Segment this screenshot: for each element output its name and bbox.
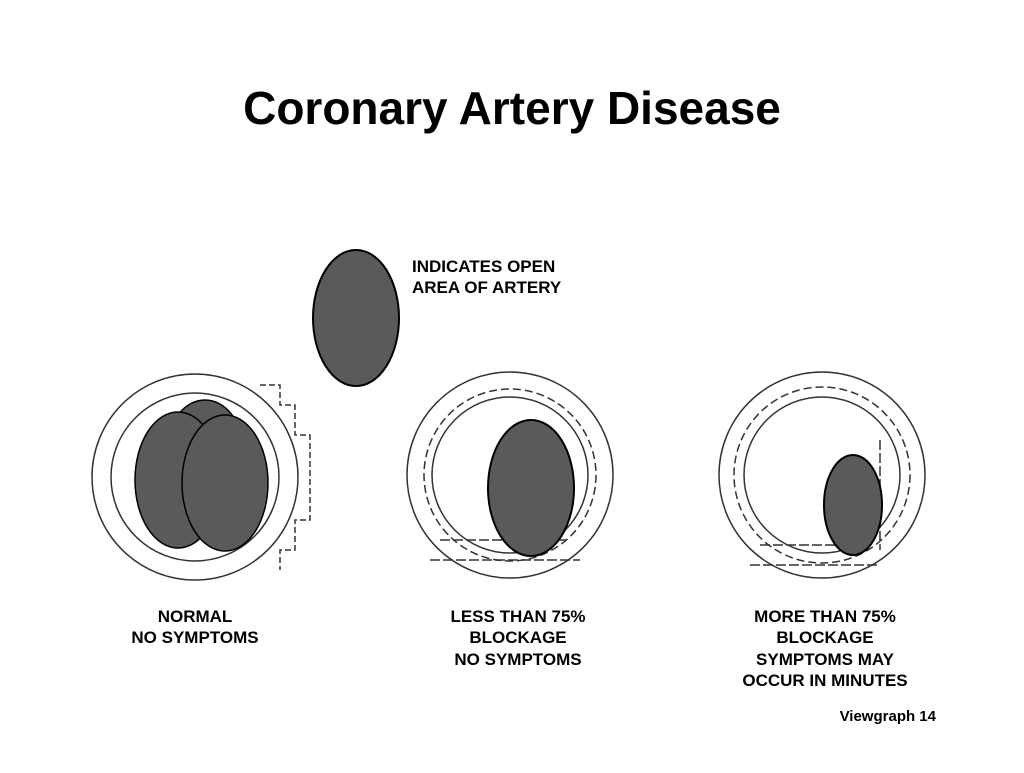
caption: NO SYMPTOMS (131, 628, 258, 647)
caption: NO SYMPTOMS (454, 650, 581, 669)
legend-text: AREA OF ARTERY (412, 278, 562, 297)
caption: BLOCKAGE (469, 628, 566, 647)
title: Coronary Artery Disease (243, 82, 781, 134)
artery-partial (406, 371, 614, 579)
caption: OCCUR IN MINUTES (742, 671, 907, 690)
caption: LESS THAN 75% (450, 607, 585, 626)
caption: MORE THAN 75% (754, 607, 896, 626)
legend-ellipse (312, 249, 400, 387)
artery-severe (718, 371, 926, 579)
footer: Viewgraph 14 (840, 708, 937, 725)
legend-text: INDICATES OPEN (412, 257, 555, 276)
caption: NORMAL (158, 607, 233, 626)
artery-normal (91, 373, 311, 581)
caption: BLOCKAGE (776, 628, 873, 647)
caption: SYMPTOMS MAY (756, 650, 895, 669)
